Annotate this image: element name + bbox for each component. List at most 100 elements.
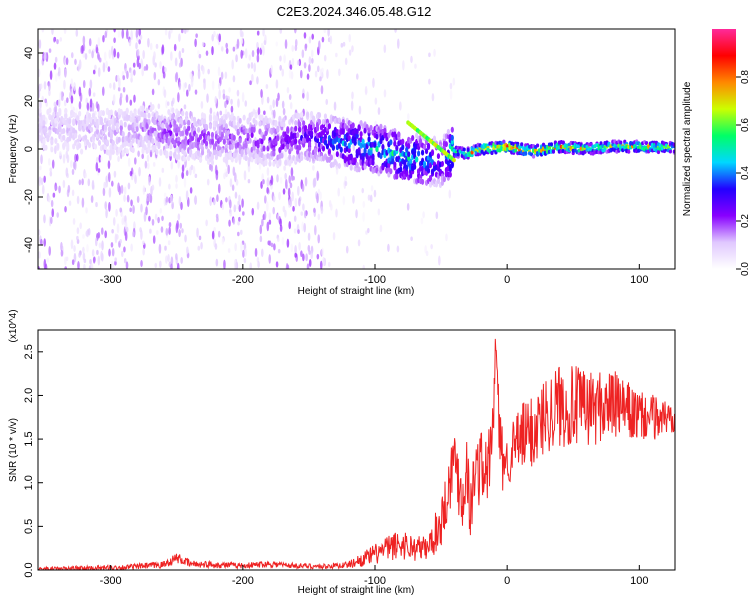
heatmap-cell [357,239,361,247]
heatmap-cell [72,106,75,112]
heatmap-cell [286,143,290,150]
heatmap-cell [279,176,283,184]
heatmap-cell [436,153,441,160]
heatmap-cell [49,170,53,177]
heatmap-cell [428,174,433,181]
heatmap-cell [117,136,121,143]
heatmap-cell [145,107,149,114]
heatmap-cell [322,256,325,266]
heatmap-cell [56,142,60,149]
heatmap-cell [126,70,129,80]
heatmap-cell [114,257,117,262]
heatmap-cell [161,215,164,222]
heatmap-cell [140,203,143,213]
heatmap-cell [72,118,76,125]
heatmap-cell [125,148,129,155]
heatmap-cell [343,140,347,147]
heatmap-cell [298,144,302,151]
heatmap-cell [256,30,260,36]
heatmap-cell [209,196,212,207]
heatmap-cell [148,192,151,202]
heatmap-cell [39,165,42,171]
heatmap-cell [53,62,57,70]
heatmap-cell [126,194,130,203]
heatmap-cell [117,87,121,92]
heatmap-cell [120,184,124,195]
heatmap-cell [313,207,316,213]
heatmap-cell [361,155,365,162]
heatmap-cell [156,230,159,235]
heatmap-cell [42,138,46,145]
heatmap-cell [225,47,229,55]
heatmap-cell [337,142,341,149]
heatmap-cell [153,71,157,81]
heatmap-cell [87,112,92,119]
heatmap-cell [266,221,270,232]
heatmap-cell [258,120,262,127]
snr-frame [37,329,676,571]
heatmap-cell [274,121,278,128]
heatmap-cell [311,57,314,64]
heatmap-cell [289,102,293,110]
heatmap-cell [420,178,425,185]
heatmap-cell [184,29,187,34]
heatmap-cell [317,118,322,125]
heatmap-cell [369,194,373,203]
heatmap-cell [175,174,178,183]
heatmap-cell [136,36,139,42]
y-tick-label: -20 [23,189,35,205]
heatmap-cell [196,227,199,238]
heatmap-cell [127,157,131,167]
heatmap-cell [452,157,456,163]
heatmap-cell [409,172,413,179]
heatmap-cell [375,133,379,140]
heatmap-cell [214,154,219,161]
heatmap-cell [139,34,143,40]
heatmap-cell [279,224,283,232]
heatmap-cell [97,139,102,146]
heatmap-cell [259,235,263,243]
heatmap-cell [96,103,100,113]
heatmap-cell [237,231,240,237]
heatmap-cell [268,212,272,220]
heatmap-cell [176,262,180,269]
heatmap-cell [263,210,267,221]
heatmap-cell [405,164,409,171]
heatmap-cell [393,140,397,147]
heatmap-cell [213,227,216,233]
heatmap-cell [116,51,120,59]
heatmap-cell [275,41,279,47]
heatmap-cell [54,104,58,115]
heatmap-cell [232,218,236,225]
heatmap-cell [129,207,133,213]
heatmap-cell [300,111,304,118]
heatmap-cell [130,30,133,41]
heatmap-cell [284,209,287,218]
heatmap-cell [308,36,312,44]
heatmap-cell [143,66,147,71]
heatmap-cell [205,219,208,227]
heatmap-cell [67,184,71,194]
heatmap-cell [332,152,336,161]
heatmap-cell [244,48,248,59]
heatmap-cell [276,237,280,242]
colorbar: 0.0 0.2 0.4 0.6 0.8 Normalized spectral ampl… [682,29,750,276]
heatmap-cell [377,208,381,216]
heatmap-cell [288,175,292,184]
heatmap-cell [250,132,254,139]
heatmap-cell [64,107,68,114]
heatmap-cell [174,72,178,83]
heatmap-cell [372,77,375,89]
heatmap-cell [211,33,214,42]
heatmap-cell [301,221,304,232]
heatmap-cell [214,96,218,105]
heatmap-cell [208,123,213,130]
heatmap-cell [141,68,144,77]
heatmap-cell [260,89,263,98]
heatmap-cell [289,182,293,189]
heatmap-cell [313,147,318,154]
heatmap-cell [290,174,294,182]
heatmap-cell [167,240,171,246]
heatmap-cell [39,100,42,110]
snr-y-label: SNR (10 * v/v) [8,418,19,482]
